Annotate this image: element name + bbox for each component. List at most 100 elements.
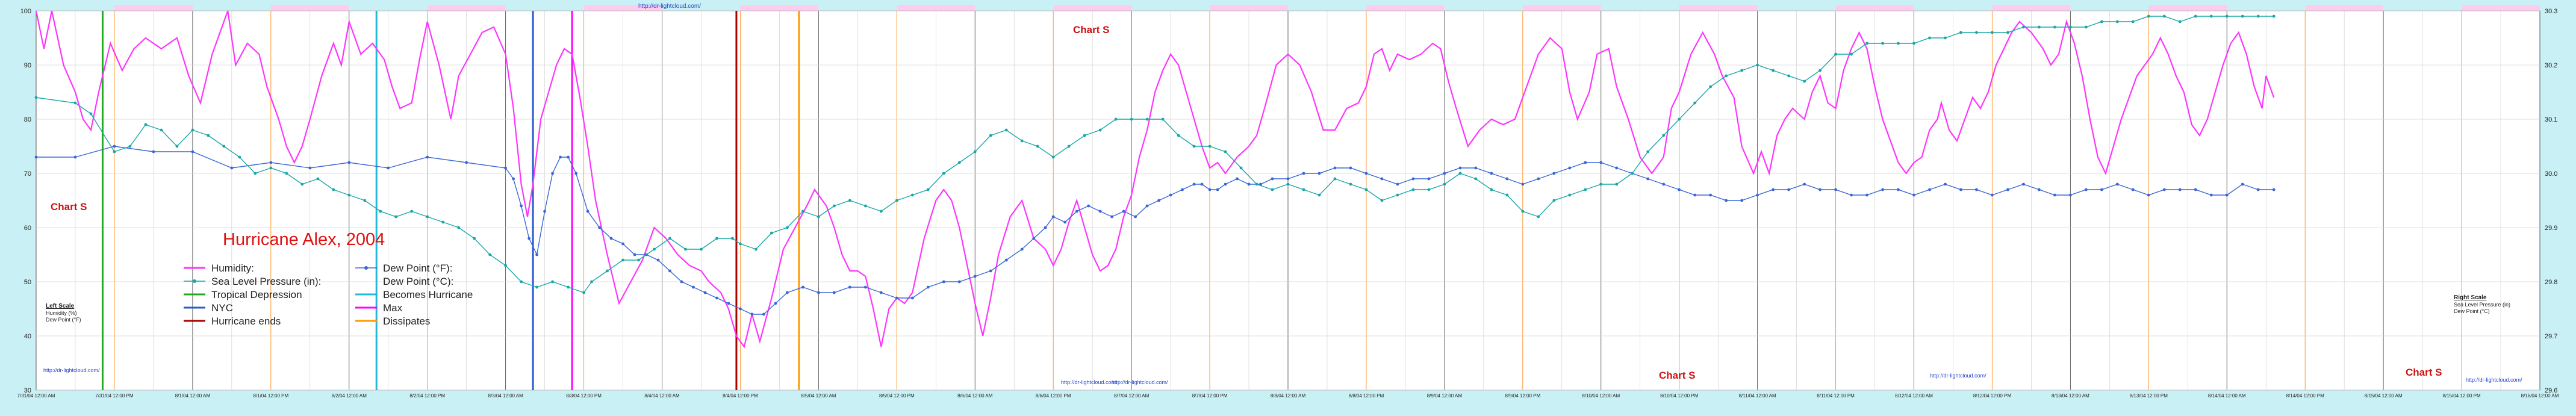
data-point <box>2194 14 2197 18</box>
legend-item: Dew Point (°C): <box>383 276 453 287</box>
data-point <box>1067 144 1071 148</box>
data-point <box>1208 144 1212 148</box>
legend-label: Tropical Depression <box>211 289 302 300</box>
data-point <box>879 210 883 213</box>
data-point <box>1584 161 1587 164</box>
data-point <box>1318 172 1321 175</box>
x-axis-tick-label: 8/8/04 12:00 PM <box>1349 393 1384 399</box>
left-scale-line1: Humidity (%) <box>46 310 77 316</box>
footer-url-link[interactable]: http://dr-lightcloud.com/ <box>1112 379 1168 385</box>
data-point <box>895 199 898 202</box>
data-point <box>191 128 194 132</box>
data-point <box>520 204 523 208</box>
data-point <box>1333 166 1337 170</box>
data-point <box>684 247 687 251</box>
x-axis-tick-label: 8/3/04 12:00 AM <box>488 393 523 399</box>
data-point <box>1236 177 1239 181</box>
left-axis-tick-label: 100 <box>20 8 31 15</box>
data-point <box>692 285 695 289</box>
data-point <box>1157 199 1161 202</box>
data-point <box>703 291 707 294</box>
data-point <box>1772 69 1775 72</box>
data-point <box>590 280 593 284</box>
data-point <box>739 242 742 246</box>
data-point <box>1975 188 1978 191</box>
x-axis-tick-label: 8/10/04 12:00 PM <box>1660 393 1698 399</box>
x-axis-tick-label: 8/11/04 12:00 AM <box>1739 393 1776 399</box>
data-point <box>1396 182 1399 186</box>
data-point <box>1200 182 1204 186</box>
footer-url-link[interactable]: http://dr-lightcloud.com/ <box>43 367 100 373</box>
right-scale-note: Right Scale Sea Level Pressure (in) Dew … <box>2454 294 2510 314</box>
data-point <box>1044 226 1047 229</box>
right-scale-line1: Sea Level Pressure (in) <box>2454 302 2510 308</box>
data-point <box>1224 182 1227 186</box>
x-axis-tick-label: 8/12/04 12:00 PM <box>1973 393 2011 399</box>
data-point <box>551 280 554 284</box>
data-point <box>2084 25 2088 29</box>
legend-item: Tropical Depression <box>184 289 302 300</box>
data-point <box>2178 20 2182 23</box>
right-axis-tick-label: 30.1 <box>2545 116 2557 123</box>
data-point <box>144 123 148 126</box>
data-point <box>426 155 429 159</box>
data-point <box>347 161 351 164</box>
footer-url-link[interactable]: http://dr-lightcloud.com/ <box>2466 377 2522 383</box>
data-point <box>668 237 671 240</box>
right-axis-tick-label: 30.0 <box>2545 170 2557 178</box>
footer-url-link[interactable]: http://dr-lightcloud.com/ <box>1930 373 1986 379</box>
data-point <box>574 172 577 175</box>
data-point <box>2053 25 2056 29</box>
data-point <box>973 150 977 154</box>
data-point <box>586 210 590 213</box>
data-point <box>1944 36 1947 40</box>
footer-url-link[interactable]: http://dr-lightcloud.com/ <box>1061 379 1118 385</box>
data-point <box>786 226 789 229</box>
data-point <box>926 285 930 289</box>
data-point <box>1239 166 1243 170</box>
data-point <box>1834 188 1837 191</box>
data-point <box>910 296 914 300</box>
legend-marker <box>364 266 368 270</box>
legend-label: Dissipates <box>383 315 430 327</box>
legend-item: Hurricane ends <box>184 315 281 327</box>
data-point <box>1756 193 1759 197</box>
data-point <box>2194 188 2197 191</box>
data-point <box>1944 182 1947 186</box>
data-point <box>1897 42 1900 45</box>
data-point <box>1740 69 1744 72</box>
x-axis-tick-label: 8/9/04 12:00 AM <box>1427 393 1463 399</box>
data-point <box>2256 14 2260 18</box>
data-point <box>316 177 320 181</box>
data-point <box>2162 14 2166 18</box>
top-url-link[interactable]: http://dr-lightcloud.com/ <box>638 3 701 10</box>
data-point <box>1662 182 1666 186</box>
data-point <box>1349 166 1352 170</box>
data-point <box>1709 85 1713 88</box>
right-axis-tick-label: 29.9 <box>2545 225 2557 232</box>
data-point <box>34 96 38 99</box>
data-point <box>457 226 461 229</box>
data-point <box>1787 188 1791 191</box>
data-point <box>1181 188 1184 191</box>
data-point <box>1396 193 1399 197</box>
data-point <box>2053 193 2056 197</box>
data-point <box>1756 63 1759 67</box>
legend-label: Max <box>383 302 403 314</box>
data-point <box>1004 128 1008 132</box>
x-axis-tick-label: 8/2/04 12:00 AM <box>332 393 367 399</box>
data-point <box>2241 14 2244 18</box>
right-axis-tick-label: 29.8 <box>2545 279 2557 286</box>
data-point <box>863 285 867 289</box>
data-point <box>379 210 382 213</box>
data-point <box>1881 42 1884 45</box>
data-point <box>598 226 601 229</box>
data-point <box>1110 215 1114 219</box>
data-point <box>1169 193 1172 197</box>
data-point <box>1364 188 1368 191</box>
data-point <box>347 193 351 197</box>
chart-title: Hurricane Alex, 2004 <box>223 230 385 249</box>
data-point <box>1803 182 1806 186</box>
data-point <box>300 182 304 186</box>
legend-marker <box>193 279 196 283</box>
